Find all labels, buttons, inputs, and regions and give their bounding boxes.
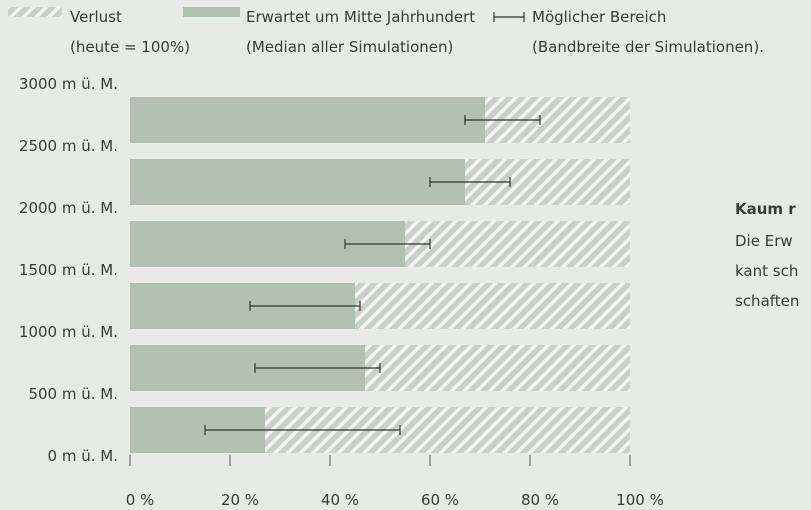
y-tick-label: 1000 m ü. M. — [19, 323, 118, 341]
x-tick-label: 60 % — [421, 491, 459, 509]
y-tick-label: 3000 m ü. M. — [19, 75, 118, 93]
y-tick-label: 2000 m ü. M. — [19, 199, 118, 217]
legend-note: (Median aller Simulationen) — [246, 38, 453, 56]
error-bar — [254, 363, 381, 373]
x-tick-label: 20 % — [221, 491, 259, 509]
legend-swatch-loss — [8, 7, 62, 17]
legend-swatch-median — [183, 7, 240, 17]
side-text: schaften — [735, 292, 799, 310]
side-text: kant sch — [735, 262, 798, 280]
x-tick-label: 100 % — [616, 491, 664, 509]
bar — [130, 159, 465, 205]
y-tick-label: 0 m ü. M. — [48, 447, 118, 465]
x-tick-label: 40 % — [321, 491, 359, 509]
error-bar — [464, 115, 541, 125]
error-bar — [344, 239, 431, 249]
legend-label: Verlust — [70, 8, 122, 26]
legend-note: (heute = 100%) — [70, 38, 190, 56]
legend-label: Möglicher Bereich — [532, 8, 666, 26]
x-tick-label: 0 % — [126, 491, 155, 509]
y-tick-label: 2500 m ü. M. — [19, 137, 118, 155]
legend-label: Erwartet um Mitte Jahrhundert — [246, 8, 475, 26]
legend-range-icon — [493, 12, 525, 22]
error-bar — [429, 177, 511, 187]
error-bar — [204, 425, 401, 435]
side-text: Die Erw — [735, 232, 793, 250]
y-tick-label: 1500 m ü. M. — [19, 261, 118, 279]
x-tick-label: 80 % — [521, 491, 559, 509]
legend-note: (Bandbreite der Simulationen). — [532, 38, 764, 56]
error-bar — [249, 301, 361, 311]
side-heading: Kaum r — [735, 200, 796, 218]
y-tick-label: 500 m ü. M. — [28, 385, 118, 403]
bar — [130, 97, 485, 143]
